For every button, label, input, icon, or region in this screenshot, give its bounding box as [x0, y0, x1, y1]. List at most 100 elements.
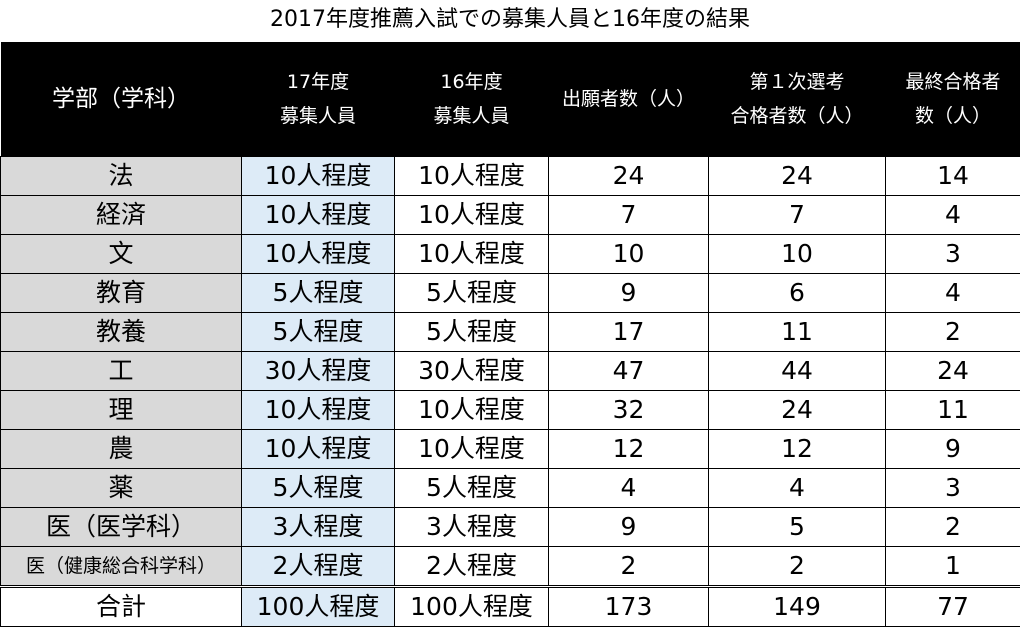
final-pass-cell: 3	[885, 468, 1020, 508]
applicants-cell: 7	[548, 195, 709, 235]
applicants-cell: 12	[548, 429, 709, 469]
quota-16-cell: 10人程度	[394, 234, 549, 274]
header-quota-16: 16年度 募集人員	[394, 42, 549, 157]
dept-cell: 農	[0, 429, 242, 469]
first-pass-cell: 44	[708, 351, 886, 391]
applicants-cell: 24	[548, 156, 709, 196]
dept-cell: 法	[0, 156, 242, 196]
applicants-cell: 47	[548, 351, 709, 391]
first-pass-cell: 24	[708, 390, 886, 430]
header-quota-17-line1: 17年度	[286, 71, 350, 93]
applicants-cell: 17	[548, 312, 709, 352]
first-pass-cell: 11	[708, 312, 886, 352]
admissions-table: 学部（学科） 17年度 募集人員 16年度 募集人員 出願者数（人） 第１次選考…	[0, 42, 1020, 627]
final-pass-cell: 2	[885, 312, 1020, 352]
table-header: 学部（学科） 17年度 募集人員 16年度 募集人員 出願者数（人） 第１次選考…	[0, 42, 1020, 157]
final-pass-cell: 14	[885, 156, 1020, 196]
first-pass-cell: 5	[708, 507, 886, 547]
quota-17-cell: 10人程度	[241, 429, 395, 469]
first-pass-cell: 10	[708, 234, 886, 274]
total-row: 合計 100人程度 100人程度 173 149 77	[0, 585, 1020, 627]
final-pass-cell: 24	[885, 351, 1020, 391]
table-row: 医（医学科） 3人程度 3人程度 9 5 2	[0, 507, 1020, 547]
quota-16-cell: 30人程度	[394, 351, 549, 391]
quota-17-cell: 5人程度	[241, 273, 395, 313]
quota-16-cell: 10人程度	[394, 390, 549, 430]
table-row: 工 30人程度 30人程度 47 44 24	[0, 351, 1020, 391]
table-row: 文 10人程度 10人程度 10 10 3	[0, 234, 1020, 274]
applicants-cell: 2	[548, 546, 709, 587]
header-dept: 学部（学科）	[0, 42, 242, 157]
quota-16-cell: 10人程度	[394, 429, 549, 469]
final-pass-cell: 11	[885, 390, 1020, 430]
quota-17-cell: 5人程度	[241, 312, 395, 352]
table-row: 医（健康総合科学科） 2人程度 2人程度 2 2 1	[0, 546, 1020, 587]
total-applicants: 173	[548, 585, 709, 627]
first-pass-cell: 12	[708, 429, 886, 469]
quota-17-cell: 30人程度	[241, 351, 395, 391]
header-final-pass-line1: 最終合格者	[905, 71, 1001, 93]
page-title: 2017年度推薦入試での募集人員と16年度の結果	[270, 7, 750, 32]
total-final-pass: 77	[885, 585, 1020, 627]
final-pass-cell: 1	[885, 546, 1020, 587]
applicants-cell: 10	[548, 234, 709, 274]
quota-17-cell: 10人程度	[241, 195, 395, 235]
table-row: 農 10人程度 10人程度 12 12 9	[0, 429, 1020, 469]
dept-cell: 医（健康総合科学科）	[0, 546, 242, 587]
header-first-pass-line2: 合格者数（人）	[730, 105, 864, 127]
dept-cell: 工	[0, 351, 242, 391]
header-quota-17: 17年度 募集人員	[241, 42, 395, 157]
applicants-cell: 4	[548, 468, 709, 508]
total-quota-16: 100人程度	[394, 585, 549, 627]
table-row: 法 10人程度 10人程度 24 24 14	[0, 156, 1020, 196]
table-row: 理 10人程度 10人程度 32 24 11	[0, 390, 1020, 430]
quota-17-cell: 5人程度	[241, 468, 395, 508]
quota-16-cell: 5人程度	[394, 273, 549, 313]
quota-16-cell: 10人程度	[394, 195, 549, 235]
dept-cell: 教養	[0, 312, 242, 352]
final-pass-cell: 3	[885, 234, 1020, 274]
first-pass-cell: 2	[708, 546, 886, 587]
quota-16-cell: 5人程度	[394, 468, 549, 508]
quota-17-cell: 10人程度	[241, 234, 395, 274]
quota-17-cell: 3人程度	[241, 507, 395, 547]
dept-cell: 経済	[0, 195, 242, 235]
dept-cell: 医（医学科）	[0, 507, 242, 547]
quota-16-cell: 3人程度	[394, 507, 549, 547]
dept-cell: 薬	[0, 468, 242, 508]
final-pass-cell: 4	[885, 273, 1020, 313]
total-quota-17: 100人程度	[241, 585, 395, 627]
first-pass-cell: 24	[708, 156, 886, 196]
applicants-cell: 9	[548, 507, 709, 547]
header-final-pass: 最終合格者 数（人）	[885, 42, 1020, 157]
table-row: 経済 10人程度 10人程度 7 7 4	[0, 195, 1020, 235]
first-pass-cell: 7	[708, 195, 886, 235]
total-label: 合計	[0, 585, 242, 627]
header-quota-16-line1: 16年度	[440, 71, 503, 93]
applicants-cell: 9	[548, 273, 709, 313]
first-pass-cell: 4	[708, 468, 886, 508]
table-row: 教育 5人程度 5人程度 9 6 4	[0, 273, 1020, 313]
header-applicants: 出願者数（人）	[548, 42, 709, 157]
quota-16-cell: 10人程度	[394, 156, 549, 196]
final-pass-cell: 2	[885, 507, 1020, 547]
dept-cell: 文	[0, 234, 242, 274]
header-quota-16-line2: 募集人員	[433, 105, 510, 127]
first-pass-cell: 6	[708, 273, 886, 313]
header-first-pass: 第１次選考 合格者数（人）	[708, 42, 886, 157]
quota-17-cell: 10人程度	[241, 390, 395, 430]
quota-17-cell: 2人程度	[241, 546, 395, 587]
header-final-pass-line2: 数（人）	[914, 105, 991, 127]
dept-cell: 教育	[0, 273, 242, 313]
table-body: 法 10人程度 10人程度 24 24 14 経済 10人程度 10人程度 7 …	[0, 156, 1020, 627]
final-pass-cell: 4	[885, 195, 1020, 235]
table-row: 薬 5人程度 5人程度 4 4 3	[0, 468, 1020, 508]
total-first-pass: 149	[708, 585, 886, 627]
quota-17-cell: 10人程度	[241, 156, 395, 196]
final-pass-cell: 9	[885, 429, 1020, 469]
table-row: 教養 5人程度 5人程度 17 11 2	[0, 312, 1020, 352]
header-first-pass-line1: 第１次選考	[749, 71, 845, 93]
quota-16-cell: 2人程度	[394, 546, 549, 587]
dept-cell: 理	[0, 390, 242, 430]
quota-16-cell: 5人程度	[394, 312, 549, 352]
